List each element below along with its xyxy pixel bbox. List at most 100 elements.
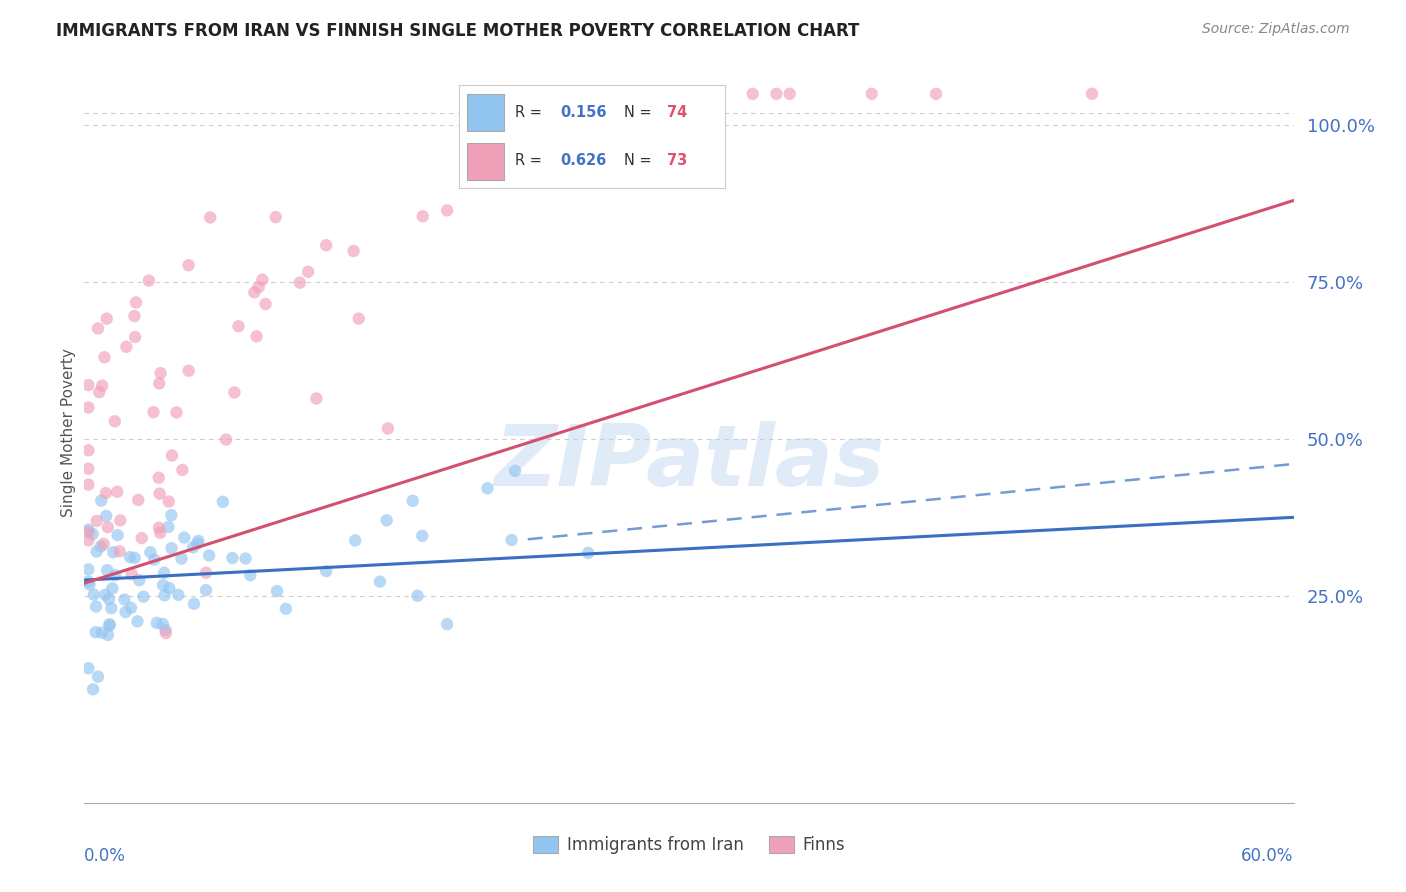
Point xyxy=(181,541,204,555)
Point xyxy=(96,508,118,523)
Point xyxy=(160,541,183,556)
Point xyxy=(84,599,107,614)
Point xyxy=(127,615,149,629)
Point xyxy=(235,551,257,566)
Point xyxy=(114,605,136,619)
Point xyxy=(228,319,250,334)
Point xyxy=(779,87,801,101)
Point xyxy=(160,449,183,463)
Point xyxy=(186,536,208,550)
Point xyxy=(247,280,270,294)
Point xyxy=(177,364,200,378)
Point xyxy=(114,592,136,607)
Text: 60.0%: 60.0% xyxy=(1241,847,1294,865)
Point xyxy=(93,351,115,365)
Point xyxy=(412,209,434,223)
Point xyxy=(375,513,398,527)
Point xyxy=(274,601,297,615)
Point xyxy=(377,421,399,435)
Point xyxy=(139,545,162,559)
Point xyxy=(84,625,107,640)
Point xyxy=(132,590,155,604)
Point xyxy=(177,258,200,272)
Point xyxy=(183,597,205,611)
Point xyxy=(82,527,104,541)
Point xyxy=(224,385,246,400)
Point xyxy=(110,513,132,527)
Point xyxy=(120,600,142,615)
Point xyxy=(121,567,143,582)
Text: ZIPatlas: ZIPatlas xyxy=(494,421,884,504)
Point xyxy=(315,238,337,252)
Point xyxy=(108,544,131,558)
Point xyxy=(157,581,180,595)
Point xyxy=(195,583,218,598)
Point xyxy=(200,211,222,225)
Point xyxy=(104,414,127,428)
Point xyxy=(600,87,623,101)
Point xyxy=(537,87,560,101)
Point xyxy=(93,537,115,551)
Point xyxy=(436,617,458,632)
Point xyxy=(143,552,166,566)
Point xyxy=(101,582,124,596)
Point xyxy=(98,617,121,632)
Point xyxy=(157,494,180,508)
Point xyxy=(94,588,117,602)
Point xyxy=(97,628,120,642)
Point xyxy=(77,401,100,415)
Point xyxy=(315,564,337,578)
Point xyxy=(98,618,121,632)
Point xyxy=(155,623,177,637)
Point xyxy=(503,464,526,478)
Point xyxy=(166,405,188,419)
Point xyxy=(86,514,108,528)
Point xyxy=(115,340,138,354)
Point xyxy=(82,682,104,697)
Point xyxy=(96,311,118,326)
Point xyxy=(107,528,129,542)
Point xyxy=(402,493,425,508)
Point xyxy=(90,493,112,508)
Y-axis label: Single Mother Poverty: Single Mother Poverty xyxy=(60,348,76,517)
Point xyxy=(127,492,149,507)
Point xyxy=(149,366,172,380)
Point xyxy=(252,273,274,287)
Point xyxy=(87,321,110,335)
Point xyxy=(94,486,117,500)
Point xyxy=(215,433,238,447)
Point xyxy=(297,265,319,279)
Point xyxy=(152,578,174,592)
Point xyxy=(860,87,883,101)
Point xyxy=(100,601,122,615)
Point xyxy=(246,329,269,343)
Point xyxy=(172,463,194,477)
Point xyxy=(501,533,523,547)
Point xyxy=(153,566,176,580)
Point xyxy=(118,550,141,565)
Point xyxy=(157,520,180,534)
Point xyxy=(79,577,101,591)
Point xyxy=(576,546,599,560)
Point xyxy=(342,244,364,258)
Point xyxy=(104,568,127,582)
Point xyxy=(148,376,170,391)
Point xyxy=(305,392,328,406)
Point xyxy=(90,625,112,640)
Point xyxy=(149,525,172,540)
Point xyxy=(77,661,100,675)
Point xyxy=(436,203,458,218)
Point xyxy=(266,584,288,599)
Point xyxy=(1081,87,1104,101)
Point xyxy=(167,588,190,602)
Text: IMMIGRANTS FROM IRAN VS FINNISH SINGLE MOTHER POVERTY CORRELATION CHART: IMMIGRANTS FROM IRAN VS FINNISH SINGLE M… xyxy=(56,22,859,40)
Point xyxy=(148,471,170,485)
Point xyxy=(576,87,599,101)
Point xyxy=(264,210,287,224)
Point xyxy=(142,405,165,419)
Point xyxy=(195,566,218,580)
Point xyxy=(925,87,948,101)
Point xyxy=(138,274,160,288)
Point xyxy=(125,295,148,310)
Point xyxy=(89,385,111,400)
